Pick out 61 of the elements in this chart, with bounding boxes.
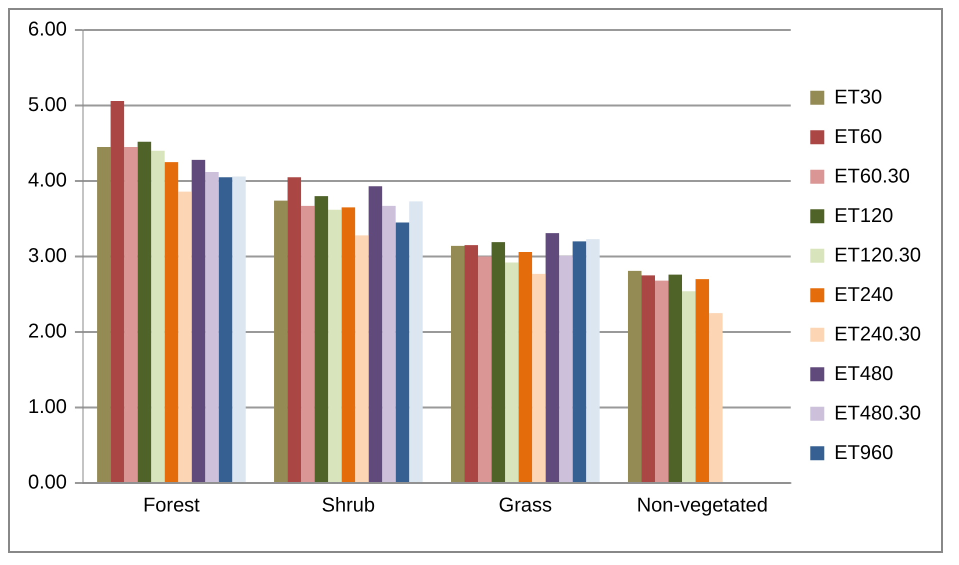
bar [518,252,532,482]
bar [124,147,138,482]
bar [301,206,315,482]
y-tick-label: 5.00 [28,94,67,116]
bar [232,176,246,482]
bar [288,177,302,482]
bar [668,274,682,482]
bar [682,291,696,482]
bar [314,196,328,482]
y-tick-label: 1.00 [28,396,67,418]
bar [641,275,655,482]
y-tick-label: 0.00 [28,472,67,494]
bar [464,245,478,482]
y-tick-label: 4.00 [28,170,67,192]
legend-label: ET480 [834,362,894,385]
bar [451,246,465,482]
legend-label: ET120.30 [834,244,922,266]
legend-label: ET480.30 [834,402,922,424]
y-tick-label: 6.00 [28,18,67,41]
bar [546,233,560,482]
legend-label: ET120 [834,204,894,227]
bar [478,256,492,482]
bar [97,147,111,482]
legend-label: ET240 [834,284,894,306]
bar [709,313,723,482]
y-tick-label: 2.00 [28,320,67,343]
legend-label: ET60 [834,126,882,148]
bar [696,279,710,482]
bar [368,186,382,482]
bar [586,239,600,482]
legend-label: ET240.30 [834,323,922,346]
bar [342,207,356,482]
bar [505,262,519,482]
bar [396,222,410,482]
bar [328,210,342,482]
bar [572,241,586,482]
x-tick-label: Non-vegetated [636,494,768,517]
bar [164,162,178,482]
bar [178,192,192,482]
x-tick-label: Grass [498,494,552,517]
x-tick-label: Forest [143,494,200,517]
legend-label: ET30 [834,86,882,108]
bar [559,256,573,482]
bar [628,270,642,482]
bar [492,242,506,482]
bar [274,200,288,482]
bar [192,160,206,482]
bar [654,280,669,482]
bar [138,142,152,482]
bar [218,177,232,482]
legend-label: ET960 [834,442,894,464]
legend-label: ET60.30 [834,165,910,188]
bar [110,100,124,482]
bar [409,201,423,482]
y-tick-label: 3.00 [28,245,67,268]
bar [205,172,219,482]
bar [355,235,369,482]
bar [382,206,396,482]
x-tick-label: Shrub [322,494,376,517]
bar [532,274,546,482]
bar [151,150,165,482]
